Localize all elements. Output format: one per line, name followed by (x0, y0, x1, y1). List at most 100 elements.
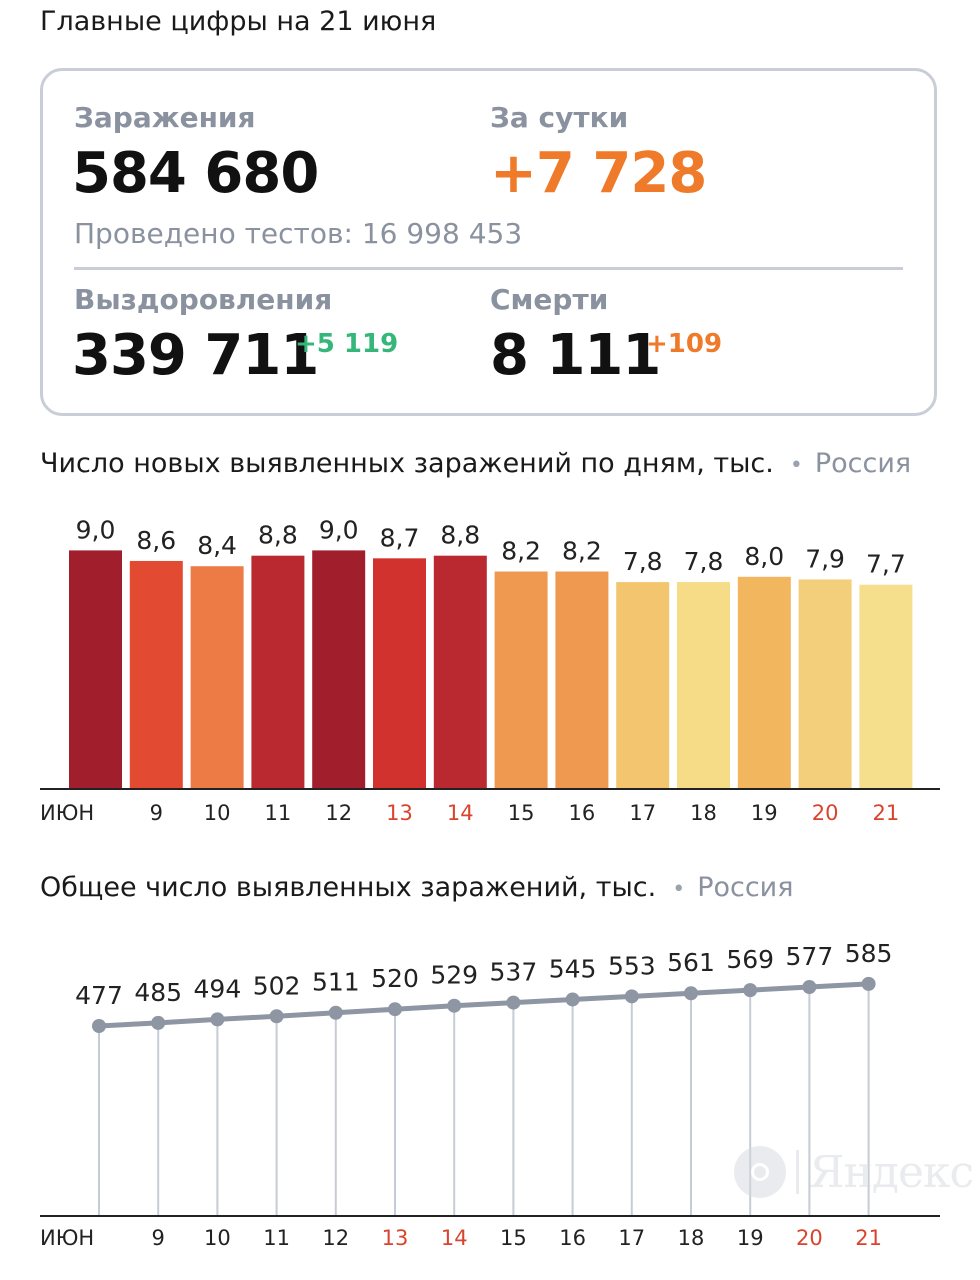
x-tick-label: 12 (322, 1226, 349, 1250)
x-tick-label: 12 (325, 801, 352, 825)
bar (69, 550, 122, 788)
bar-value-label: 8,0 (744, 542, 784, 571)
bar-value-label: 9,0 (76, 515, 116, 544)
region-filter[interactable]: Россия (697, 872, 794, 903)
x-tick-label: 10 (204, 801, 231, 825)
deaths-value: 8 111 (490, 323, 661, 388)
x-tick-label: 16 (569, 801, 596, 825)
x-tick-label: ИЮН (40, 801, 94, 825)
bar-value-label: 9,0 (319, 515, 359, 544)
yandex-logo-icon (734, 1146, 786, 1198)
daily-chart-title-row: Число новых выявленных заражений по дням… (40, 448, 911, 479)
x-tick-label: 16 (559, 1226, 586, 1250)
region-dot-icon: • (672, 877, 686, 902)
x-tick-label: 9 (152, 1226, 165, 1250)
bar-value-label: 8,2 (501, 537, 541, 566)
point-value-label: 520 (371, 964, 419, 993)
data-point (802, 980, 817, 994)
x-tick-label: 11 (265, 801, 292, 825)
data-point (388, 1002, 402, 1017)
bar (798, 579, 852, 788)
deaths-delta: +109 (646, 329, 723, 359)
x-tick-label: 20 (796, 1226, 823, 1250)
watermark-separator (796, 1150, 799, 1194)
data-point (624, 989, 639, 1004)
bar-value-label: 7,8 (623, 547, 663, 576)
point-value-label: 477 (75, 981, 123, 1010)
x-tick-label: 20 (812, 801, 839, 825)
total-chart-title-row: Общее число выявленных заражений, тыс. • Р… (40, 872, 793, 903)
data-point (328, 1005, 343, 1020)
data-point (269, 1009, 284, 1024)
data-point (565, 992, 580, 1007)
data-point (506, 995, 521, 1010)
yandex-watermark: Яндекс (734, 1146, 974, 1198)
region-filter[interactable]: Россия (814, 448, 912, 479)
x-tick-label: 15 (500, 1226, 527, 1250)
point-value-label: 577 (786, 942, 834, 971)
bar-value-label: 7,8 (684, 547, 724, 576)
bar-value-label: 8,7 (380, 523, 420, 552)
watermark-text: Яндекс (809, 1146, 974, 1198)
point-value-label: 511 (312, 968, 360, 997)
deaths-label: Смерти (490, 283, 609, 316)
bar (616, 582, 670, 788)
bar-value-label: 8,2 (562, 537, 602, 566)
bar (433, 555, 487, 788)
x-tick-label: 18 (690, 801, 717, 825)
recoveries-value: 339 711 (72, 323, 319, 388)
bar-value-label: 7,9 (805, 544, 845, 573)
x-tick-label: 17 (629, 801, 656, 825)
point-value-label: 485 (134, 978, 182, 1007)
infections-label: Заражения (74, 101, 256, 134)
x-tick-label: 13 (382, 1226, 409, 1250)
point-value-label: 569 (726, 945, 774, 974)
point-value-label: 553 (608, 951, 656, 980)
x-tick-label: 18 (678, 1226, 705, 1250)
bar (251, 555, 305, 788)
bar-value-label: 7,7 (866, 550, 906, 579)
x-tick-label: 10 (204, 1226, 231, 1250)
bar (677, 582, 730, 788)
recoveries-delta: +5 119 (295, 329, 399, 359)
x-tick-label: 13 (386, 801, 413, 825)
bar-value-label: 8,6 (136, 526, 176, 555)
bar (312, 550, 366, 788)
x-tick-label: 9 (150, 801, 163, 825)
data-point (743, 983, 758, 998)
point-value-label: 502 (253, 971, 301, 1000)
x-tick-label: 15 (508, 801, 535, 825)
total-line-chart: 477 ИЮН 485 9 494 10 502 11 511 12 520 13 529 14 537 15… (40, 939, 940, 1250)
x-tick-label: 14 (447, 801, 474, 825)
bar (373, 558, 426, 788)
x-tick-label: 21 (855, 1226, 882, 1250)
daily-chart-title: Число новых выявленных заражений по дням… (40, 448, 774, 479)
tests-count: Проведено тестов: 16 998 453 (74, 217, 523, 250)
series-line (98, 981, 869, 1029)
x-tick-label: 14 (441, 1226, 468, 1250)
x-tick-label: ИЮН (40, 1226, 94, 1250)
recoveries-label: Выздоровления (74, 283, 333, 316)
x-tick-label: 19 (751, 801, 778, 825)
data-point (861, 976, 876, 991)
data-point (447, 998, 462, 1013)
point-value-label: 561 (667, 948, 715, 977)
region-dot-icon: • (789, 453, 803, 478)
daily-label: За сутки (490, 101, 629, 134)
bar-value-label: 8,8 (440, 521, 480, 550)
daily-bar-chart: 9,0 ИЮН 8,6 9 8,4 10 8,8 11 9,0 12 8,7 13 8,8 14 8,2 15… (40, 515, 940, 825)
bar (190, 566, 244, 788)
page-title: Главные цифры на 21 июня (40, 6, 437, 37)
x-tick-label: 17 (618, 1226, 645, 1250)
x-tick-label: 21 (873, 801, 900, 825)
bar (129, 560, 183, 788)
data-point (210, 1012, 225, 1027)
data-point (92, 1019, 106, 1033)
total-chart-title: Общее число выявленных заражений, тыс. (40, 872, 657, 903)
card-divider (74, 267, 903, 270)
bar (494, 571, 548, 788)
point-value-label: 529 (430, 961, 478, 990)
daily-value: +7 728 (490, 141, 707, 206)
point-value-label: 494 (194, 974, 242, 1003)
point-value-label: 545 (549, 954, 597, 983)
